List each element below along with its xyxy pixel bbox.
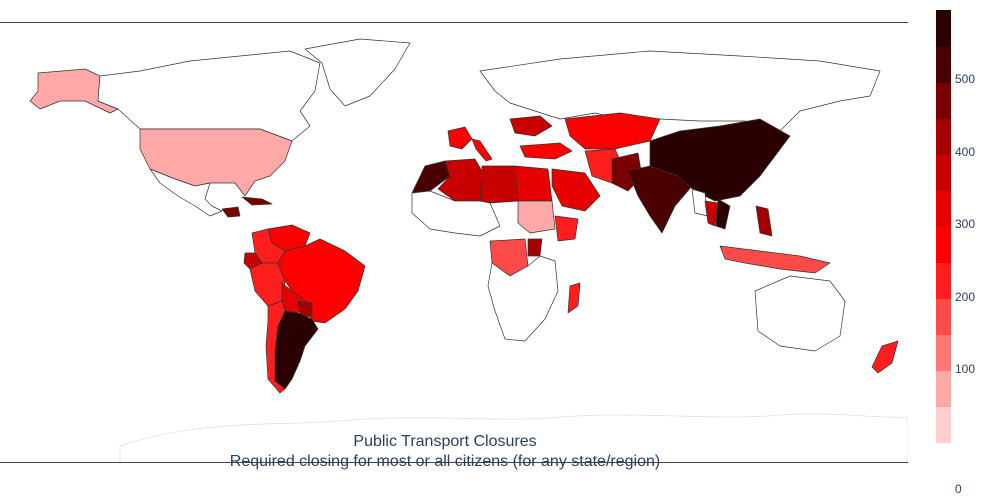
colorbar-segment — [936, 226, 951, 263]
region-chile[interactable] — [265, 300, 286, 394]
colorbar-segment — [936, 370, 951, 407]
colorbar-tick-label: 300 — [955, 217, 976, 232]
region-kazakhstan[interactable] — [564, 112, 661, 150]
region-vietnam[interactable] — [715, 198, 731, 230]
colorbar-segment — [936, 46, 951, 83]
region-uganda[interactable] — [527, 238, 543, 257]
colorbar-tick-label: 200 — [955, 289, 976, 304]
map-frame[interactable] — [0, 22, 908, 463]
region-canada[interactable] — [97, 50, 321, 142]
colorbar-segment — [936, 334, 951, 371]
region-southern-africa[interactable] — [487, 255, 559, 342]
colorbar-segment — [936, 406, 951, 443]
colorbar-segment — [936, 298, 951, 335]
colorbar-tick-label: 400 — [955, 144, 976, 159]
region-cuba[interactable] — [241, 196, 273, 206]
region-thailand[interactable] — [704, 200, 719, 227]
region-france[interactable] — [447, 126, 473, 150]
region-libya[interactable] — [479, 165, 519, 204]
colorbar-segment — [936, 262, 951, 299]
region-new-zealand[interactable] — [871, 340, 899, 374]
region-saudi-arabia[interactable] — [551, 168, 601, 212]
region-madagascar[interactable] — [567, 282, 581, 314]
region-argentina[interactable] — [274, 310, 319, 390]
region-ukraine[interactable] — [509, 115, 553, 137]
region-greenland[interactable] — [304, 38, 411, 107]
colorbar-tick-label: 500 — [955, 71, 976, 86]
region-sudan[interactable] — [517, 200, 556, 234]
colorbar-segment — [936, 10, 951, 47]
colorbar-segment — [936, 190, 951, 227]
map-title: Public Transport Closures — [353, 433, 537, 450]
region-indonesia[interactable] — [719, 245, 831, 274]
region-egypt[interactable] — [514, 165, 553, 202]
region-china[interactable] — [649, 118, 791, 202]
region-australia[interactable] — [754, 275, 846, 352]
region-united-states[interactable] — [139, 128, 293, 197]
colorbar-tick-label: 0 — [955, 482, 962, 496]
map-subtitle: Required closing for most or all citizen… — [229, 453, 661, 470]
region-peru[interactable] — [249, 262, 286, 307]
colorbar-segment — [936, 82, 951, 119]
map-title-block: Public Transport Closures Required closi… — [160, 432, 730, 472]
region-mexico[interactable] — [149, 168, 223, 217]
colorbar-segment — [936, 118, 951, 155]
region-italy[interactable] — [471, 138, 493, 162]
region-paraguay[interactable] — [297, 300, 313, 318]
colorbar-segment — [936, 154, 951, 191]
region-morocco[interactable] — [411, 160, 451, 194]
region-turkey[interactable] — [519, 142, 573, 160]
antarctica-region — [119, 413, 908, 462]
colorbar — [936, 10, 951, 443]
colorbar-tick-label: 100 — [955, 362, 976, 377]
region-west-africa[interactable] — [411, 190, 501, 237]
world-map[interactable] — [0, 23, 908, 463]
region-brazil[interactable] — [277, 238, 366, 324]
region-ethiopia[interactable] — [554, 215, 579, 242]
region-alaska[interactable] — [29, 68, 119, 114]
region-philippines[interactable] — [755, 205, 773, 237]
region-honduras[interactable] — [221, 206, 241, 218]
